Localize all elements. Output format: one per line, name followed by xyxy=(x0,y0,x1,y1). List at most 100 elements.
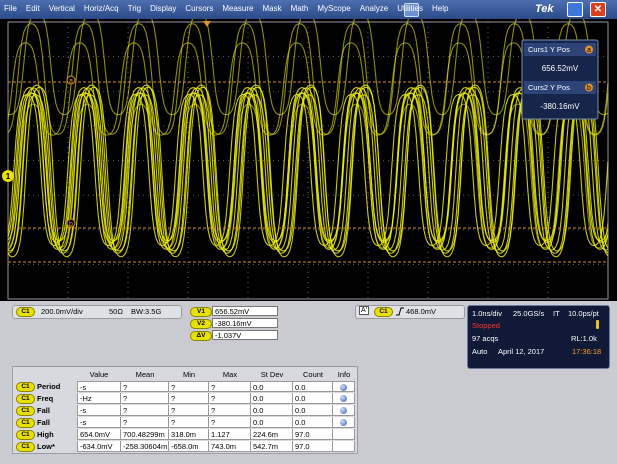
waveform-trace xyxy=(7,42,609,136)
cursor-label: V2 xyxy=(190,319,212,329)
row-source: C1 xyxy=(16,394,35,404)
menu-item[interactable]: Measure xyxy=(222,4,254,13)
waveform-trace xyxy=(7,86,609,258)
menu-item[interactable]: Math xyxy=(290,4,309,13)
info-icon[interactable] xyxy=(340,395,347,402)
measurement-cell: ? xyxy=(209,393,251,404)
acquisition-count: 97 acqs xyxy=(472,334,499,343)
readout-value: 656.52mV xyxy=(542,64,579,73)
row-name: High xyxy=(37,430,54,439)
measurement-cell: ? xyxy=(169,381,209,392)
measurement-cell: 0.0 xyxy=(293,381,333,392)
waveforms xyxy=(7,19,609,258)
readout-label: Curs2 Y Pos xyxy=(528,83,570,92)
acquisition-mode: IT xyxy=(553,309,560,318)
measurement-cell: 743.0m xyxy=(209,441,251,452)
row-name: Freq xyxy=(37,394,54,403)
menu-item[interactable]: Vertical xyxy=(48,4,75,13)
menu-item[interactable]: File xyxy=(4,4,17,13)
waveform-trace xyxy=(7,84,609,252)
cursor2-marker-label: b xyxy=(69,221,73,228)
waveform-trace xyxy=(7,103,609,249)
measurement-cell: -658.0m xyxy=(169,441,209,452)
readout-badge-circle xyxy=(585,45,593,54)
cursor-values: V1 656.52mV V2 -380.16mV ΔV -1.037V xyxy=(188,306,280,346)
measurement-cell: ? xyxy=(209,405,251,416)
measurement-cell: 0.0 xyxy=(251,405,293,416)
termination: 50Ω xyxy=(109,307,123,316)
channel-marker-label: 1 xyxy=(6,172,11,181)
minimize-button[interactable] xyxy=(567,2,583,17)
menu-item[interactable]: Mask xyxy=(262,4,282,13)
vertical-scale: 200.0mV/div xyxy=(41,307,83,316)
measurement-cell: -s xyxy=(77,417,121,428)
row-source: C1 xyxy=(16,442,35,452)
resolution: 10.0ps/pt xyxy=(568,309,599,318)
cursor1-marker xyxy=(66,75,76,85)
menu-bar: Tek ✕ File Edit Vertical Horiz/Acq Trig Displ… xyxy=(0,0,617,19)
waveform-trace xyxy=(7,93,609,247)
brand: Tek xyxy=(535,3,554,15)
cursor-readout: Curs1 Y Pos a 656.52mV Curs2 Y Pos b -380.16m… xyxy=(521,39,599,120)
measurement-cell: 0.0 xyxy=(251,393,293,404)
channel-marker xyxy=(2,170,14,182)
measurement-cell: 318.0m xyxy=(169,429,209,440)
measurement-cell: 0.0 xyxy=(293,417,333,428)
measurement-cell: ? xyxy=(121,405,169,416)
measurement-cell: ? xyxy=(121,417,169,428)
cursor-label: V1 xyxy=(190,307,212,317)
menu-item[interactable]: Analyze xyxy=(359,4,389,13)
menu-item[interactable]: Cursors xyxy=(185,4,214,13)
menu-dropdown[interactable] xyxy=(404,3,419,17)
menu-item[interactable]: Utilities xyxy=(397,4,423,13)
status-icon xyxy=(596,320,599,329)
row-name: Fall xyxy=(37,418,50,427)
channel-panel[interactable]: C1 200.0mV/div 50Ω BW:3.5G xyxy=(12,305,182,319)
measurement-cell: 224.6m xyxy=(251,429,293,440)
sample-rate: 25.0GS/s xyxy=(513,309,545,318)
menu-item[interactable]: Edit xyxy=(25,4,40,13)
waveform-display: a b 1 Curs1 Y Pos a 656.52mV Curs2 Y Pos b -3… xyxy=(0,19,617,301)
row-source: C1 xyxy=(16,418,35,428)
horizontal-scale: 1.0ns/div xyxy=(472,309,503,318)
measurement-cell: 0.0 xyxy=(251,381,293,392)
measurement-cell: 0.0 xyxy=(251,417,293,428)
info-icon[interactable] xyxy=(340,407,347,414)
row-name: Period xyxy=(37,382,61,391)
row-source: C1 xyxy=(16,406,35,416)
time: 17:36:18 xyxy=(572,347,602,356)
cursor2-marker xyxy=(66,218,76,228)
trigger-mode-auto: Auto xyxy=(472,347,488,356)
acquisition-panel[interactable]: 1.0ns/div 25.0GS/s IT 10.0ps/pt Stopped … xyxy=(467,305,610,369)
column-header: Info xyxy=(337,370,351,379)
run-state: Stopped xyxy=(472,321,500,330)
menu-item[interactable]: Horiz/Acq xyxy=(83,4,119,13)
readout-badge-circle xyxy=(585,83,593,92)
row-name: Fall xyxy=(37,406,50,415)
measurement-cell: -s xyxy=(77,381,121,392)
info-cell xyxy=(333,381,355,392)
waveform-trace xyxy=(7,19,609,116)
waveform-trace xyxy=(7,23,609,135)
cursor-value: -1.037V xyxy=(212,330,278,340)
measurement-cell: 1.127 xyxy=(209,429,251,440)
trigger-level: 468.0mV xyxy=(406,307,437,316)
info-cell xyxy=(333,417,355,428)
readout-label: Curs1 Y Pos xyxy=(528,45,570,54)
trigger-panel[interactable]: A' C1 468.0mV xyxy=(355,305,465,319)
date: April 12, 2017 xyxy=(498,347,545,356)
menu-item[interactable]: Trig xyxy=(127,4,142,13)
column-header: Count xyxy=(302,370,323,379)
measurement-cell: -634.0mV xyxy=(77,441,121,452)
menu-item[interactable]: MyScope xyxy=(317,4,351,13)
menu-item[interactable]: Display xyxy=(150,4,177,13)
info-icon[interactable] xyxy=(340,419,347,426)
measurement-cell: 0.0 xyxy=(293,405,333,416)
measurement-cell: 700.48299m xyxy=(121,429,169,440)
info-cell xyxy=(333,429,355,440)
menu-item[interactable]: Help xyxy=(432,4,449,13)
close-button[interactable]: ✕ xyxy=(590,2,606,17)
info-icon[interactable] xyxy=(340,384,347,391)
measurement-table: Value Mean Min Max St Dev Count Info C1 Period -s… xyxy=(12,366,358,454)
